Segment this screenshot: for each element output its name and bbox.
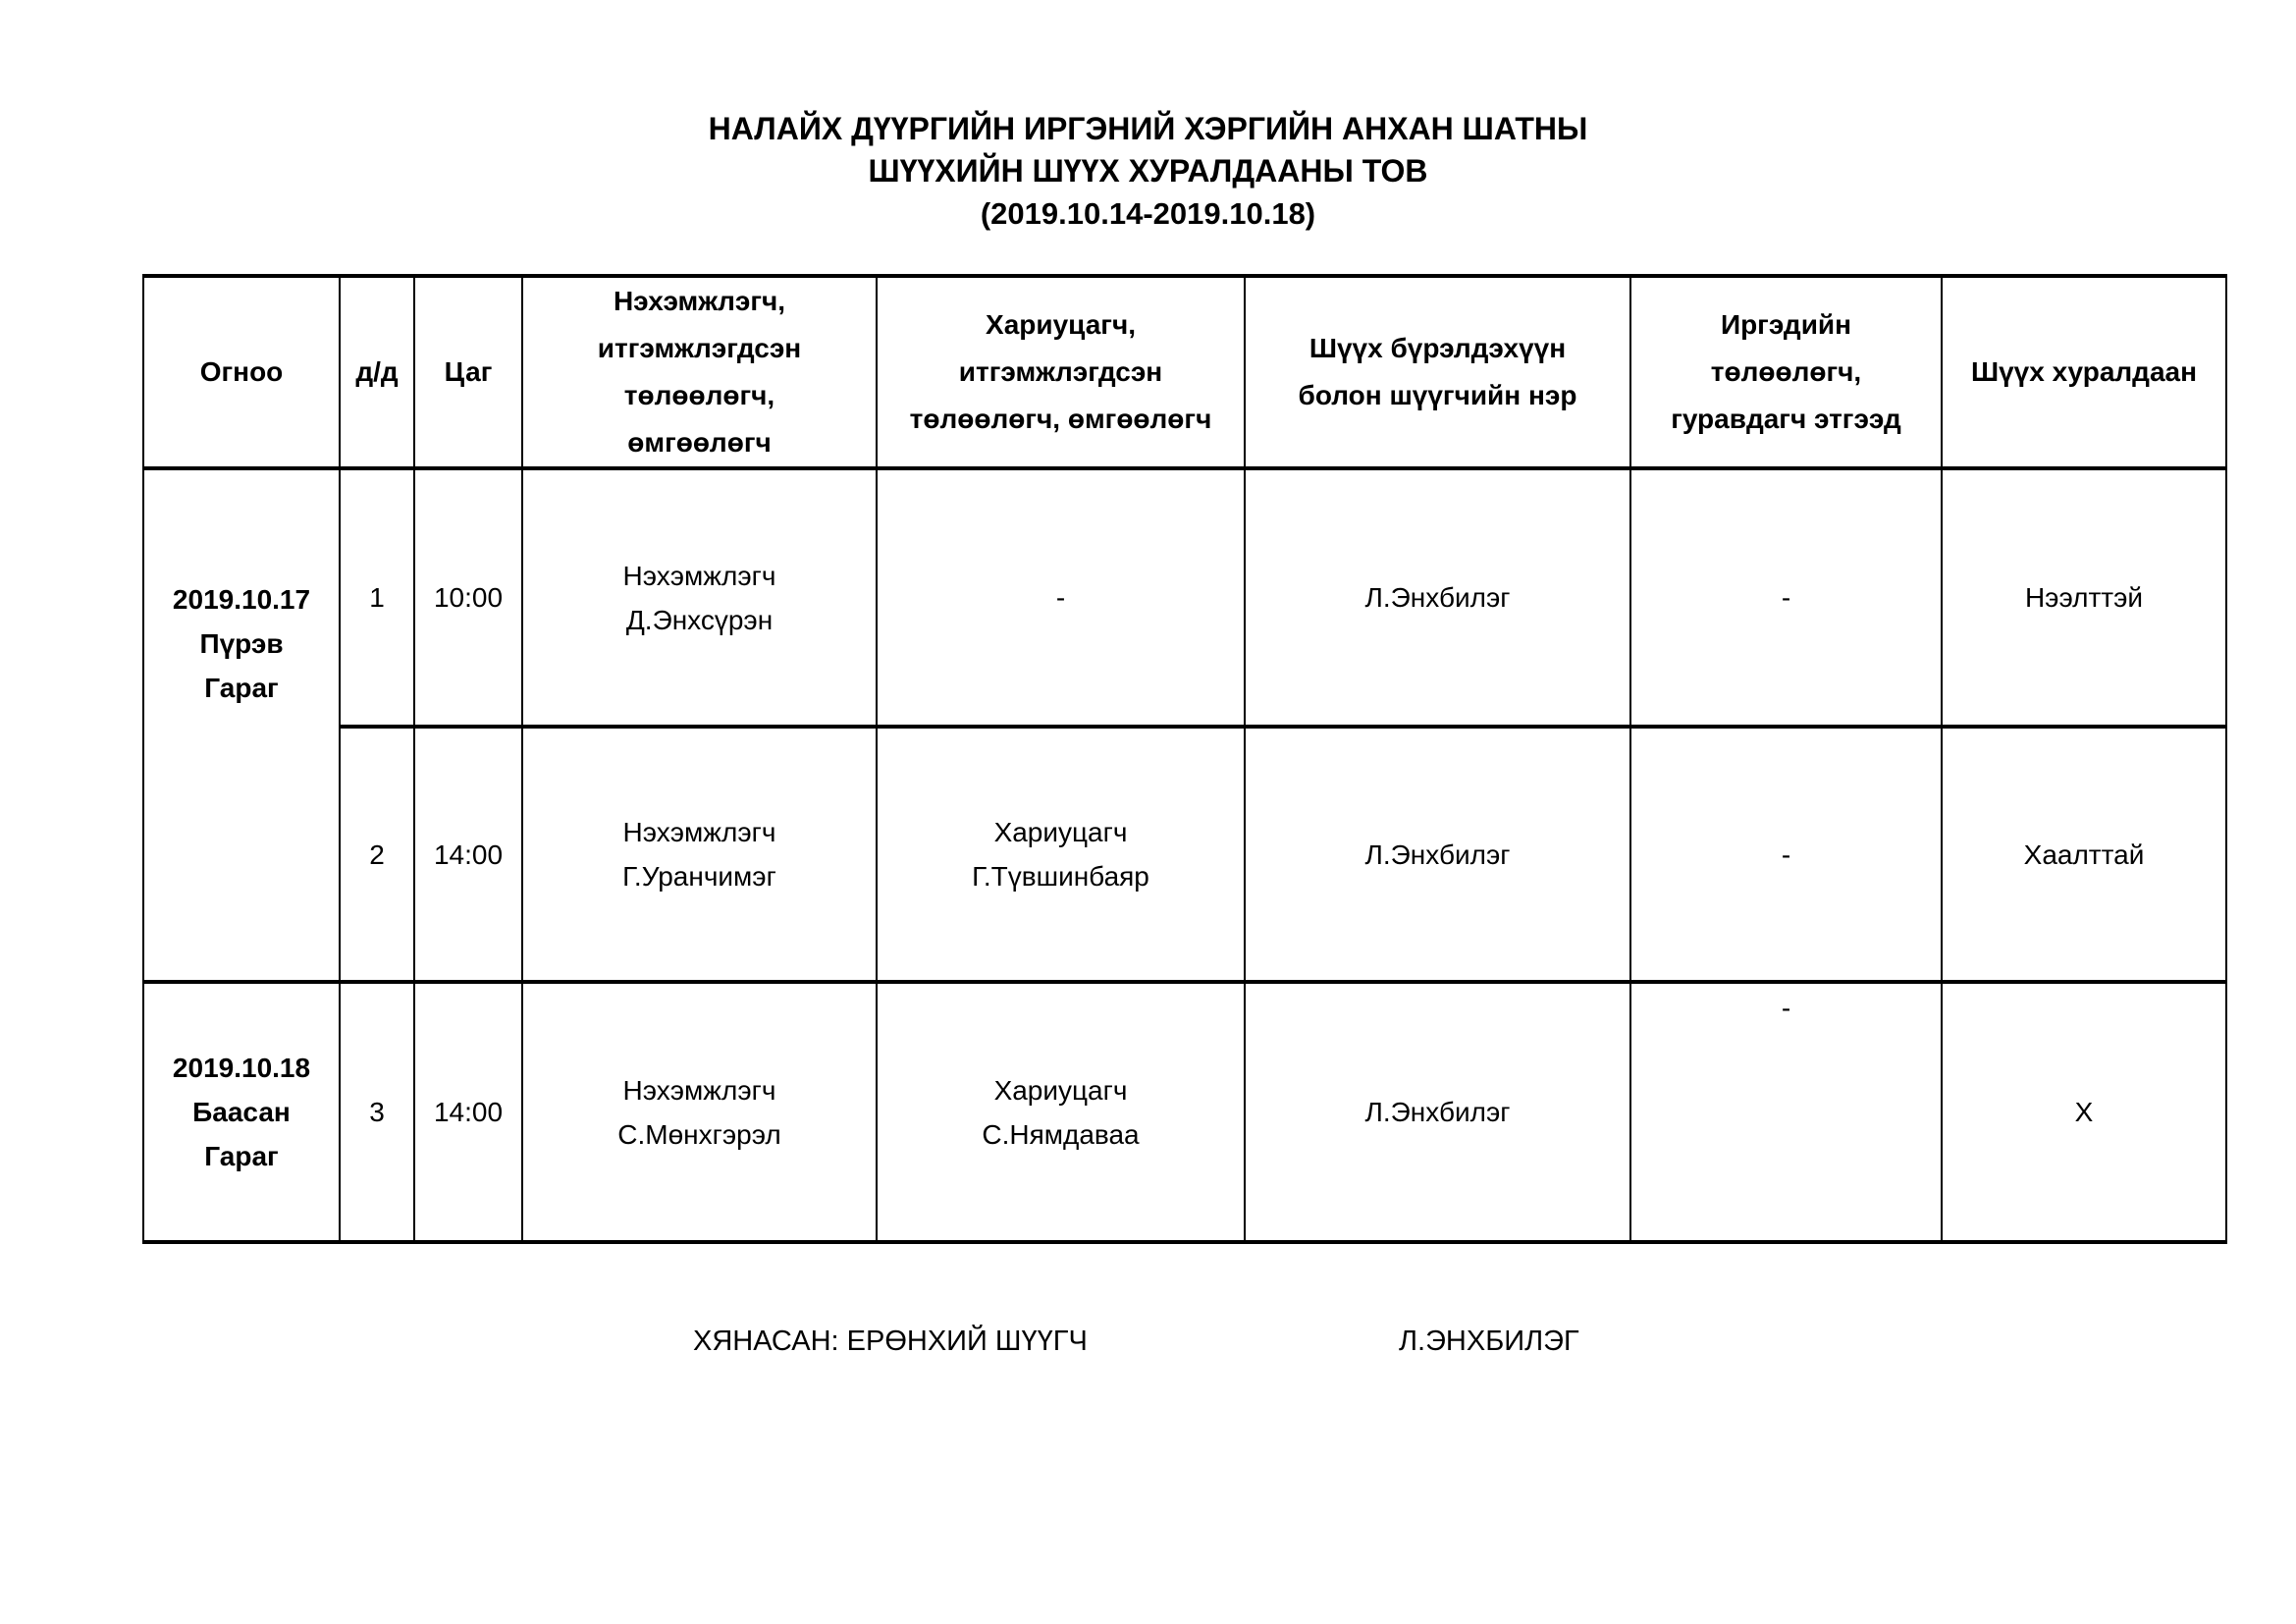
cell-plaintiff: Нэхэмжлэгч Г.Уранчимэг xyxy=(521,726,878,984)
col-header-plaintiff: Нэхэмжлэгч, итгэмжлэгдсэн төлөөлөгч, өмг… xyxy=(521,274,878,470)
cell-time: 14:00 xyxy=(413,726,523,984)
cell-date: 2019.10.17 Пүрэв Гараг xyxy=(142,467,341,984)
cell-hearing: Хаалттай xyxy=(1941,726,2227,984)
cell-date: 2019.10.18 Баасан Гараг xyxy=(142,981,341,1244)
document-title: НАЛАЙХ ДҮҮРГИЙН ИРГЭНИЙ ХЭРГИЙН АНХАН ША… xyxy=(0,108,2296,235)
col-header-citizen-rep: Иргэдийн төлөөлөгч, гуравдагч этгээд xyxy=(1629,274,1943,470)
cell-defendant: - xyxy=(876,467,1246,729)
col-header-number: д/д xyxy=(339,274,415,470)
table-header-row: Огноо д/д Цаг Нэхэмжлэгч, итгэмжлэгдсэн … xyxy=(142,274,2227,470)
cell-number: 2 xyxy=(339,726,415,984)
cell-citizen-rep: - xyxy=(1629,981,1943,1244)
cell-time: 14:00 xyxy=(413,981,523,1244)
hearing-schedule-table: Огноо д/д Цаг Нэхэмжлэгч, итгэмжлэгдсэн … xyxy=(142,274,2227,1244)
title-line-1: НАЛАЙХ ДҮҮРГИЙН ИРГЭНИЙ ХЭРГИЙН АНХАН ША… xyxy=(708,111,1588,146)
title-date-range: (2019.10.14-2019.10.18) xyxy=(980,196,1316,231)
cell-citizen-rep: - xyxy=(1629,726,1943,984)
cell-defendant: Хариуцагч Г.Түвшинбаяр xyxy=(876,726,1246,984)
table-row: 2 14:00 Нэхэмжлэгч Г.Уранчимэг Хариуцагч… xyxy=(143,726,2227,984)
col-header-defendant: Хариуцагч, итгэмжлэгдсэн төлөөлөгч, өмгө… xyxy=(876,274,1246,470)
cell-plaintiff: Нэхэмжлэгч С.Мөнхгэрэл xyxy=(521,981,878,1244)
col-header-hearing: Шүүх хуралдаан xyxy=(1941,274,2227,470)
cell-hearing: Х xyxy=(1941,981,2227,1244)
cell-hearing: Нээлттэй xyxy=(1941,467,2227,729)
table-row: 2019.10.17 Пүрэв Гараг 1 10:00 Нэхэмжлэг… xyxy=(142,467,2227,984)
cell-plaintiff: Нэхэмжлэгч Д.Энхсүрэн xyxy=(521,467,878,729)
title-line-2: ШҮҮХИЙН ШҮҮХ ХУРАЛДААНЫ ТОВ xyxy=(868,153,1428,189)
cell-number: 1 xyxy=(339,467,415,729)
col-header-time: Цаг xyxy=(413,274,523,470)
cell-judge: Л.Энхбилэг xyxy=(1244,981,1631,1244)
footer: ХЯНАСАН: ЕРӨНХИЙ ШҮҮГЧ Л.ЭНХБИЛЭГ xyxy=(0,1320,2296,1364)
col-header-judge-panel: Шүүх бүрэлдэхүүн болон шүүгчийн нэр xyxy=(1244,274,1631,470)
cell-number: 3 xyxy=(339,981,415,1244)
cell-citizen-rep: - xyxy=(1629,467,1943,729)
reviewer-name: Л.ЭНХБИЛЭГ xyxy=(1399,1326,1579,1357)
col-header-date: Огноо xyxy=(142,274,341,470)
cell-judge: Л.Энхбилэг xyxy=(1244,467,1631,729)
cell-judge: Л.Энхбилэг xyxy=(1244,726,1631,984)
cell-defendant: Хариуцагч С.Нямдаваа xyxy=(876,981,1246,1244)
cell-date-text: 2019.10.17 Пүрэв Гараг xyxy=(172,584,311,703)
reviewed-by-label: ХЯНАСАН: ЕРӨНХИЙ ШҮҮГЧ xyxy=(693,1326,1088,1357)
table-row: 2019.10.18 Баасан Гараг 3 14:00 Нэхэмжлэ… xyxy=(142,981,2227,1244)
cell-time: 10:00 xyxy=(413,467,523,729)
